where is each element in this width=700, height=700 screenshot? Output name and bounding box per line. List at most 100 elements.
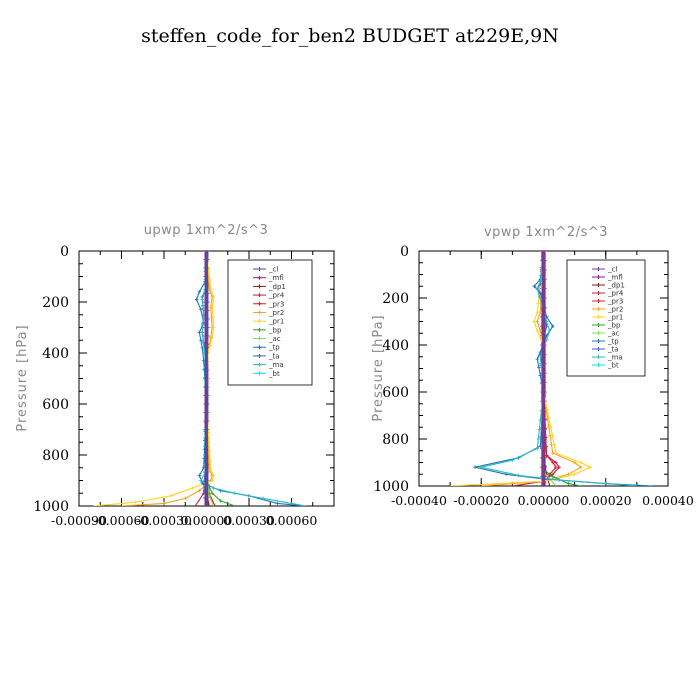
series-marker-ma — [535, 286, 540, 291]
series-marker-tp — [199, 307, 203, 312]
legend-label: _mfl — [268, 274, 284, 282]
legend-marker — [596, 347, 601, 351]
series-marker-ma — [537, 427, 542, 432]
legend-label: _ta — [268, 352, 280, 360]
legend-label: _pr1 — [607, 314, 623, 322]
series-marker-pr2 — [551, 451, 555, 455]
series-marker-pr1 — [208, 287, 213, 292]
series-line-pr1 — [93, 251, 215, 506]
panel-title-upwp: upwp 1xm^2/s^3 — [144, 223, 269, 238]
series-marker-pr2 — [535, 319, 540, 324]
series-marker-pr2 — [538, 329, 543, 333]
legend-marker — [596, 331, 601, 335]
series-marker-pr1 — [552, 442, 556, 447]
legend-label: _ma — [268, 361, 284, 369]
legend-marker — [257, 275, 262, 280]
legend-label: _ta — [607, 346, 619, 354]
series-marker-pr1 — [572, 472, 577, 477]
series-marker-tp — [275, 501, 280, 506]
series-marker-ma — [536, 437, 541, 441]
legend-label: _bp — [607, 322, 621, 330]
legend-marker — [596, 267, 601, 271]
legend: _cl_mfl_dp1_pr4_pr3_pr2_pr1_bp_ac_tp_ta_… — [566, 259, 646, 377]
series-marker-ma — [200, 330, 205, 335]
figure-title: steffen_code_for_ben2 BUDGET at229E,9N — [141, 25, 559, 47]
series-marker-ma — [537, 295, 542, 299]
series-marker-pr1 — [210, 335, 214, 340]
legend-marker — [257, 327, 262, 332]
series-marker-ma — [516, 473, 521, 478]
series-marker-ma — [479, 465, 484, 469]
series-marker-pr1 — [208, 468, 213, 473]
legend-label: _mfl — [607, 274, 623, 282]
y-tick-label: 800 — [382, 432, 409, 448]
series-marker-pr2 — [538, 310, 543, 314]
series-marker-ma — [211, 486, 216, 490]
series-marker-pr1 — [588, 465, 592, 469]
legend-marker — [257, 267, 262, 271]
legend-label: _bt — [607, 362, 619, 370]
series-marker-pr1 — [210, 305, 214, 309]
y-tick-label: 600 — [42, 397, 69, 413]
legend-label: _dp1 — [268, 283, 286, 291]
series-marker-pr1 — [535, 329, 540, 333]
series-marker-ma — [261, 496, 265, 501]
series-marker-pr4 — [554, 460, 558, 465]
series-marker-pr1 — [211, 325, 216, 330]
legend-marker — [257, 336, 262, 341]
legend-marker — [257, 293, 262, 298]
series-marker-pr1 — [210, 478, 214, 483]
series-marker-pr2 — [572, 460, 577, 465]
legend-marker — [596, 323, 601, 327]
y-tick-label: 0 — [60, 244, 69, 260]
y-tick-label: 400 — [42, 346, 69, 362]
legend-marker — [596, 291, 601, 295]
series-marker-pr2 — [197, 488, 202, 493]
series-marker-pr1 — [169, 494, 173, 498]
series-marker-ma — [547, 329, 552, 333]
legend-label: _tp — [268, 344, 280, 352]
legend-marker — [257, 362, 262, 367]
series-marker-bp — [566, 481, 571, 486]
x-tick-label: -0.00090 — [51, 513, 107, 528]
series-marker-pr1 — [579, 460, 583, 465]
legend-label: _ma — [607, 354, 623, 362]
series-marker-pr1 — [548, 425, 553, 429]
legend-label: _ac — [268, 335, 281, 343]
legend-marker — [596, 355, 601, 359]
series-marker-pr1 — [532, 319, 536, 324]
y-tick-label: 0 — [400, 244, 409, 260]
series-marker-pr1 — [211, 473, 216, 478]
series-marker-pr3 — [554, 465, 558, 469]
series-marker-pr1 — [547, 416, 551, 420]
series-marker-ma — [538, 418, 543, 422]
series-marker-pr1 — [545, 407, 549, 412]
series-marker-cl — [543, 251, 547, 253]
x-tick-label: 0.00020 — [580, 493, 632, 508]
legend-label: _bp — [268, 326, 282, 334]
series-marker-pr1 — [207, 277, 212, 282]
x-tick-label: -0.00020 — [453, 493, 509, 508]
series-marker-tp — [197, 290, 202, 294]
legend-label: _cl — [607, 266, 617, 274]
legend-marker — [596, 339, 601, 343]
legend-marker — [257, 353, 262, 358]
series-marker-pr1 — [211, 295, 216, 299]
legend-label: _pr4 — [268, 292, 285, 300]
y-tick-label: 200 — [42, 295, 69, 311]
series-marker-pr1 — [208, 459, 212, 463]
series-marker-tp — [199, 338, 203, 343]
x-tick-label: 0.00000 — [181, 513, 233, 528]
series-marker-pr4 — [557, 465, 561, 469]
series-marker-pr1 — [536, 301, 540, 306]
legend-label: _pr3 — [607, 298, 623, 306]
x-tick-label: 0.00000 — [518, 493, 570, 508]
series-marker-pr1 — [535, 310, 540, 314]
series-marker-tp — [473, 465, 477, 469]
legend-marker — [596, 363, 601, 367]
series-marker-pr2 — [183, 496, 188, 501]
series-marker-ma — [289, 501, 294, 506]
series-marker-tp — [551, 324, 555, 328]
series-line-pr2 — [481, 251, 582, 486]
legend-marker — [257, 310, 262, 315]
